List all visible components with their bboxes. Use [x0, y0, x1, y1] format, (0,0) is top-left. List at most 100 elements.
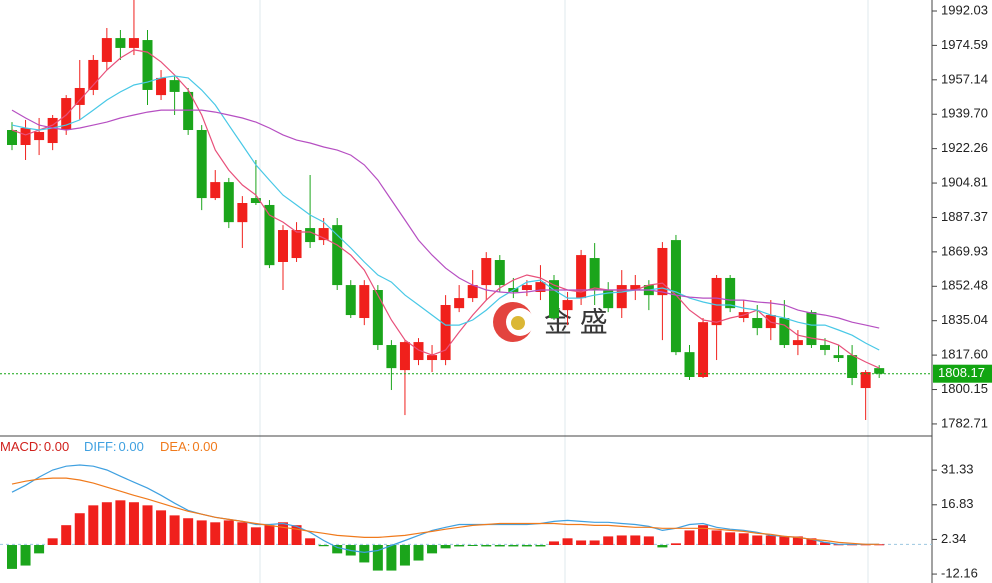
macd-bar — [440, 545, 451, 549]
macd-bar — [156, 510, 167, 546]
candle-body — [440, 304, 451, 361]
candle-body — [183, 91, 194, 131]
candle-body — [589, 258, 600, 290]
candle-body — [386, 345, 397, 369]
macd-bar — [142, 505, 153, 546]
macd-bar — [670, 543, 681, 546]
candle-body — [562, 300, 573, 311]
candle-body — [74, 87, 85, 105]
legend-label: MACD: — [0, 439, 42, 454]
macd-bar — [481, 545, 492, 547]
macd-bar — [806, 538, 817, 546]
candle-body — [698, 322, 709, 377]
candle-body — [603, 290, 614, 309]
macd-bar — [372, 545, 383, 571]
candle-body — [711, 277, 722, 326]
y-tick-label: 31.33 — [941, 462, 974, 477]
macd-bar — [278, 522, 288, 546]
candle-body — [318, 228, 329, 241]
candle-body — [359, 285, 370, 319]
macd-bar — [684, 530, 695, 546]
candle-body — [549, 280, 559, 319]
macd-bar — [616, 535, 627, 546]
candle-body — [494, 260, 505, 286]
macd-bar — [752, 535, 763, 546]
macd-bar — [237, 522, 248, 546]
candle-body — [847, 355, 858, 378]
macd-bar — [88, 505, 99, 546]
candle-body — [34, 131, 45, 141]
candle-body — [792, 340, 803, 346]
indicator-line — [11, 109, 880, 329]
y-tick-label: 1939.70 — [941, 106, 988, 121]
macd-bar — [630, 535, 641, 546]
legend: DEA: 0.00 — [160, 439, 218, 454]
y-tick-label: 1922.26 — [941, 140, 988, 155]
candle-body — [210, 182, 221, 199]
candle-body — [237, 203, 248, 223]
macd-bar — [169, 515, 180, 546]
candle-body — [684, 352, 695, 377]
macd-bar — [454, 545, 465, 547]
candle-body — [61, 98, 72, 131]
candle-body — [779, 318, 790, 346]
macd-bar — [359, 545, 370, 563]
y-tick-label: 1957.14 — [941, 71, 988, 86]
legend-value: 0.00 — [119, 439, 144, 454]
macd-bar — [250, 527, 261, 546]
candle-body — [372, 290, 383, 346]
macd-bar — [698, 525, 709, 546]
candle-body — [535, 282, 546, 292]
macd-bar — [183, 518, 194, 546]
candle-body — [467, 285, 478, 299]
candle-body — [115, 38, 126, 48]
macd-bar — [413, 545, 424, 561]
macd-bar — [589, 540, 600, 546]
macd-bar — [318, 545, 329, 547]
candle-body — [169, 80, 180, 92]
macd-bar — [427, 545, 438, 554]
macd-bar — [603, 536, 614, 546]
candle-body — [725, 277, 736, 309]
y-tick-label: 2.34 — [941, 531, 966, 546]
candle-body — [576, 255, 587, 299]
indicator-line — [11, 49, 880, 369]
candle-body — [264, 204, 275, 266]
legend: DIFF: 0.00 — [84, 439, 144, 454]
macd-bar — [725, 532, 736, 546]
candle-body — [427, 355, 438, 361]
y-tick-label: 1992.03 — [941, 2, 988, 17]
macd-bar — [196, 520, 207, 546]
macd-bar — [765, 535, 776, 546]
macd-bar — [521, 545, 532, 547]
y-tick-label: 1904.81 — [941, 174, 988, 189]
macd-bar — [386, 545, 397, 571]
candle-body — [616, 285, 627, 309]
indicator-line — [11, 75, 880, 351]
macd-bar — [210, 522, 221, 546]
macd-bar — [535, 545, 546, 547]
indicator-line — [11, 464, 880, 554]
macd-bar — [34, 545, 45, 554]
last-price-label: 1808.17 — [938, 365, 985, 380]
macd-bar — [291, 525, 302, 546]
macd-bar — [711, 530, 722, 546]
candle-body — [806, 312, 817, 346]
macd-bar — [494, 545, 505, 547]
macd-bar — [7, 545, 17, 569]
macd-bar — [738, 533, 749, 546]
macd-bar — [264, 525, 275, 546]
y-tick-label: 1800.15 — [941, 381, 988, 396]
y-tick-label: 1887.37 — [941, 209, 988, 224]
candle-body — [630, 285, 641, 290]
indicator-line — [11, 477, 880, 545]
macd-bar — [508, 545, 519, 547]
candle-body — [156, 77, 167, 96]
candle-body — [521, 285, 532, 290]
candle-body — [223, 182, 234, 223]
candle-body — [481, 258, 492, 286]
y-tick-label: 1852.48 — [941, 278, 988, 293]
macd-bar — [128, 502, 139, 546]
candle-body — [399, 342, 410, 371]
candle-body — [291, 230, 302, 259]
